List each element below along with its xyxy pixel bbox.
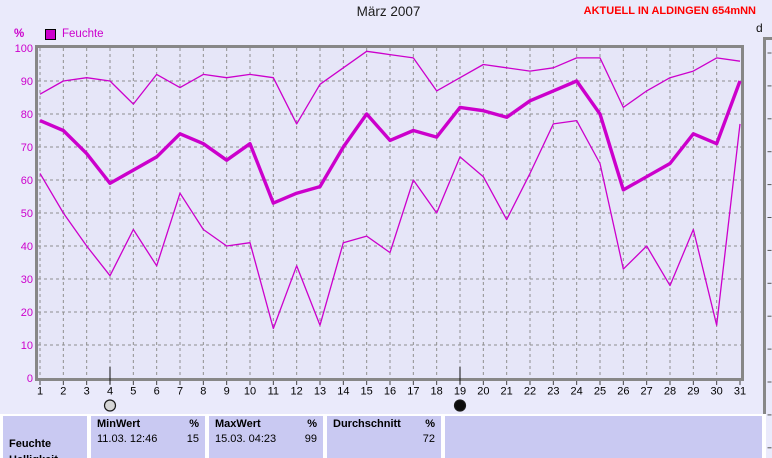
chart-title: März 2007: [356, 4, 421, 19]
svg-text:28: 28: [664, 386, 676, 398]
svg-text:10: 10: [21, 340, 33, 352]
svg-text:14: 14: [337, 386, 349, 398]
svg-text:2: 2: [60, 386, 66, 398]
min-value-cell: MinWert % 11.03. 12:46 15: [91, 416, 205, 458]
svg-text:90: 90: [21, 76, 33, 88]
svg-text:16: 16: [384, 386, 396, 398]
svg-text:29: 29: [687, 386, 699, 398]
svg-text:100: 100: [15, 43, 33, 55]
svg-text:12: 12: [291, 386, 303, 398]
legend-color-swatch-icon: [45, 28, 56, 40]
svg-text:80: 80: [21, 109, 33, 121]
station-status-label: AKTUELL IN ALDINGEN 654mNN: [583, 5, 756, 17]
svg-text:13: 13: [314, 386, 326, 398]
legend: Feuchte: [45, 28, 104, 40]
svg-text:9: 9: [224, 386, 230, 398]
svg-text:24: 24: [571, 386, 583, 398]
svg-text:5: 5: [130, 386, 136, 398]
svg-text:20: 20: [21, 307, 33, 319]
empty-cell: [445, 416, 762, 458]
max-datetime: 15.03. 04:23: [215, 433, 277, 445]
svg-text:21: 21: [501, 386, 513, 398]
svg-text:20: 20: [477, 386, 489, 398]
svg-text:4: 4: [107, 386, 113, 398]
svg-text:50: 50: [21, 208, 33, 220]
svg-text:10: 10: [244, 386, 256, 398]
max-unit: %: [307, 418, 317, 430]
svg-text:40: 40: [21, 241, 33, 253]
avg-value-cell: Durchschnitt % 72: [327, 416, 441, 458]
svg-text:3: 3: [84, 386, 90, 398]
legend-label: Feuchte: [62, 28, 104, 40]
sensor-label: Feuchte: [9, 438, 52, 450]
max-value-cell: MaxWert % 15.03. 04:23 99: [209, 416, 323, 458]
sensor-label-cell: Feuchte Helligkeit: [3, 416, 87, 458]
svg-text:15: 15: [361, 386, 373, 398]
min-value: 15: [186, 433, 199, 445]
svg-text:7: 7: [177, 386, 183, 398]
min-datetime: 11.03. 12:46: [97, 433, 158, 445]
svg-text:1: 1: [37, 386, 43, 398]
svg-text:17: 17: [407, 386, 419, 398]
avg-value: 72: [422, 433, 435, 445]
svg-text:31: 31: [734, 386, 746, 398]
adjacent-chart-label: d: [756, 21, 763, 35]
svg-text:6: 6: [154, 386, 160, 398]
svg-text:26: 26: [617, 386, 629, 398]
svg-text:19: 19: [454, 386, 466, 398]
svg-text:27: 27: [641, 386, 653, 398]
svg-text:30: 30: [711, 386, 723, 398]
max-header: MaxWert: [215, 418, 261, 430]
next-sensor-label: Helligkeit: [9, 454, 58, 458]
svg-text:70: 70: [21, 142, 33, 154]
min-unit: %: [189, 418, 199, 430]
max-value: 99: [304, 433, 317, 445]
y-axis-unit-label: %: [14, 28, 25, 40]
svg-text:8: 8: [200, 386, 206, 398]
svg-text:11: 11: [268, 386, 279, 398]
avg-unit: %: [425, 418, 435, 430]
svg-text:22: 22: [524, 386, 536, 398]
svg-text:18: 18: [431, 386, 443, 398]
svg-text:0: 0: [27, 373, 33, 385]
svg-text:23: 23: [547, 386, 559, 398]
min-header: MinWert: [97, 418, 141, 430]
avg-header: Durchschnitt: [333, 418, 401, 430]
svg-text:30: 30: [21, 274, 33, 286]
svg-text:25: 25: [594, 386, 606, 398]
svg-text:60: 60: [21, 175, 33, 187]
stats-table: Feuchte Helligkeit MinWert % 11.03. 12:4…: [0, 414, 766, 458]
